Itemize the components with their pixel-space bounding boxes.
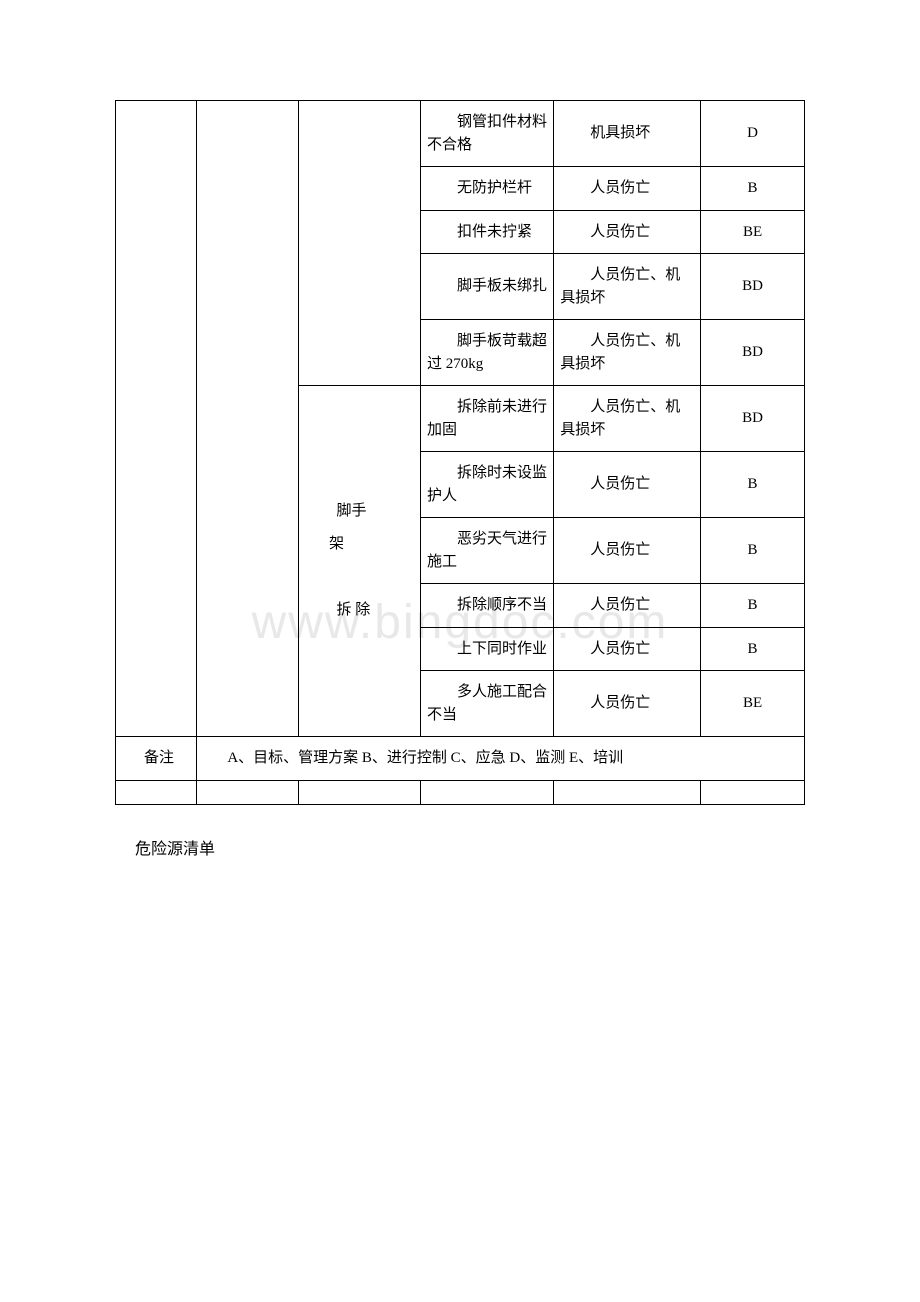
- cell-hazard: 扣件未拧紧: [420, 210, 553, 254]
- cell-empty: [420, 780, 553, 804]
- cell-empty: [554, 780, 701, 804]
- cell-code: BE: [701, 210, 805, 254]
- cell-consequence: 人员伤亡、机具损坏: [554, 254, 701, 320]
- cell-hazard: 拆除前未进行加固: [420, 386, 553, 452]
- cell-empty: [197, 780, 299, 804]
- cell-code: BD: [701, 254, 805, 320]
- cell-code: D: [701, 101, 805, 167]
- cell-code: B: [701, 167, 805, 211]
- hazard-table: 钢管扣件材料不合格 机具损坏 D 无防护栏杆 人员伤亡 B 扣件未拧紧 人员伤亡…: [115, 100, 805, 805]
- table-note-row: 备注 A、目标、管理方案 B、进行控制 C、应急 D、监测 E、培训: [116, 737, 805, 781]
- cell-hazard: 恶劣天气进行施工: [420, 518, 553, 584]
- cell-empty-col2: [197, 101, 299, 737]
- cell-hazard: 拆除顺序不当: [420, 584, 553, 628]
- cell-empty: [116, 780, 197, 804]
- cell-consequence: 人员伤亡: [554, 518, 701, 584]
- cell-hazard: 上下同时作业: [420, 627, 553, 671]
- cell-code: B: [701, 452, 805, 518]
- cell-hazard: 拆除时未设监护人: [420, 452, 553, 518]
- cell-empty-col1: [116, 101, 197, 737]
- cell-empty: [298, 780, 420, 804]
- cell-hazard: 脚手板未绑扎: [420, 254, 553, 320]
- cell-note-label: 备注: [116, 737, 197, 781]
- cell-consequence: 人员伤亡、机具损坏: [554, 320, 701, 386]
- cell-code: B: [701, 518, 805, 584]
- cell-consequence: 人员伤亡: [554, 671, 701, 737]
- cell-hazard: 脚手板苛载超过 270kg: [420, 320, 553, 386]
- cell-code: B: [701, 584, 805, 628]
- cell-code: BD: [701, 386, 805, 452]
- cell-code: B: [701, 627, 805, 671]
- cell-consequence: 人员伤亡: [554, 452, 701, 518]
- cell-hazard: 无防护栏杆: [420, 167, 553, 211]
- cell-consequence: 人员伤亡: [554, 210, 701, 254]
- cell-consequence: 人员伤亡: [554, 167, 701, 211]
- cell-hazard: 多人施工配合不当: [420, 671, 553, 737]
- cell-consequence: 人员伤亡: [554, 627, 701, 671]
- cell-code: BE: [701, 671, 805, 737]
- cell-hazard: 钢管扣件材料不合格: [420, 101, 553, 167]
- cell-consequence: 人员伤亡、机具损坏: [554, 386, 701, 452]
- cell-consequence: 人员伤亡: [554, 584, 701, 628]
- cell-empty-col3-upper: [298, 101, 420, 386]
- table-row: 钢管扣件材料不合格 机具损坏 D: [116, 101, 805, 167]
- cell-empty: [701, 780, 805, 804]
- cell-code: BD: [701, 320, 805, 386]
- cell-note-text: A、目标、管理方案 B、进行控制 C、应急 D、监测 E、培训: [197, 737, 805, 781]
- table-empty-row: [116, 780, 805, 804]
- cell-consequence: 机具损坏: [554, 101, 701, 167]
- cell-section-label: 脚手架 拆 除: [298, 386, 420, 737]
- section-title: 危险源清单: [135, 835, 805, 859]
